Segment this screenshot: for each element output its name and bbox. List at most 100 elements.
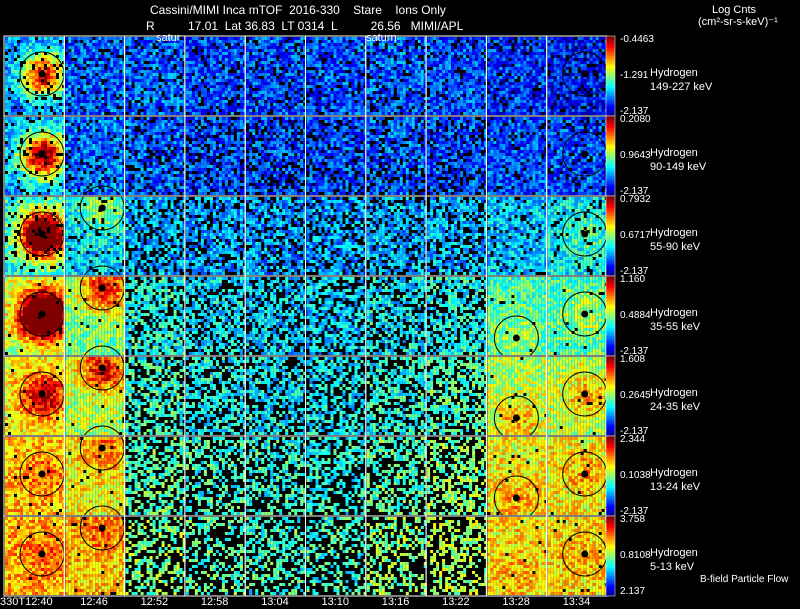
pixel-cell (490, 76, 493, 79)
pixel-cell (325, 103, 328, 106)
pixel-cell (433, 58, 436, 61)
pixel-cell (138, 82, 141, 85)
pixel-cell (478, 61, 481, 64)
pixel-cell (310, 70, 313, 73)
pixel-cell (17, 64, 20, 67)
pixel-cell (548, 106, 551, 109)
pixel-cell (68, 76, 71, 79)
pixel-cell (180, 88, 183, 91)
pixel-cell (147, 91, 150, 94)
pixel-cell (418, 88, 421, 91)
pixel-cell (388, 79, 391, 82)
pixel-cell (541, 49, 544, 52)
pixel-cell (219, 76, 222, 79)
pixel-cell (89, 61, 92, 64)
pixel-cell (162, 109, 165, 112)
pixel-cell (282, 70, 285, 73)
pixel-cell (409, 94, 412, 97)
pixel-cell (346, 82, 349, 85)
pixel-cell (11, 64, 14, 67)
pixel-cell (523, 58, 526, 61)
pixel-cell (150, 91, 153, 94)
pixel-cell (80, 52, 83, 55)
pixel-cell (177, 58, 180, 61)
pixel-cell (508, 55, 511, 58)
pixel-cell (11, 52, 14, 55)
pixel-cell (520, 88, 523, 91)
pixel-cell (222, 94, 225, 97)
pixel-cell (352, 46, 355, 49)
pixel-cell (273, 94, 276, 97)
pixel-cell (319, 106, 322, 109)
pixel-cell (331, 85, 334, 88)
pixel-cell (5, 186, 8, 189)
pixel-cell (20, 109, 23, 112)
pixel-cell (313, 82, 316, 85)
pixel-cell (11, 103, 14, 106)
pixel-cell (32, 123, 35, 126)
pixel-cell (355, 112, 358, 115)
pixel-cell (584, 91, 587, 94)
pixel-cell (267, 82, 270, 85)
pixel-cell (116, 88, 119, 91)
pixel-cell (367, 85, 370, 88)
pixel-cell (255, 91, 258, 94)
pixel-cell (59, 168, 62, 171)
pixel-cell (210, 49, 213, 52)
pixel-cell (400, 76, 403, 79)
pixel-cell (56, 156, 59, 159)
pixel-cell (68, 91, 71, 94)
pixel-cell (541, 40, 544, 43)
pixel-cell (282, 64, 285, 67)
pixel-cell (8, 109, 11, 112)
pixel-cell (496, 55, 499, 58)
pixel-cell (92, 112, 95, 115)
pixel-cell (373, 112, 376, 115)
pixel-cell (237, 109, 240, 112)
pixel-cell (195, 55, 198, 58)
pixel-cell (454, 61, 457, 64)
pixel-cell (535, 67, 538, 70)
pixel-cell (29, 180, 32, 183)
pixel-cell (56, 112, 59, 115)
pixel-cell (532, 55, 535, 58)
pixel-cell (132, 94, 135, 97)
pixel-cell (294, 67, 297, 70)
pixel-cell (168, 79, 171, 82)
pixel-cell (403, 43, 406, 46)
pixel-cell (430, 112, 433, 115)
pixel-cell (32, 49, 35, 52)
pixel-cell (279, 106, 282, 109)
pixel-cell (116, 58, 119, 61)
pixel-cell (548, 97, 551, 100)
pixel-cell (566, 82, 569, 85)
pixel-cell (126, 76, 129, 79)
pixel-cell (177, 109, 180, 112)
pixel-cell (569, 112, 572, 115)
pixel-cell (68, 58, 71, 61)
pixel-cell (535, 52, 538, 55)
pixel-cell (132, 43, 135, 46)
pixel-cell (388, 88, 391, 91)
pixel-cell (436, 103, 439, 106)
pixel-cell (204, 91, 207, 94)
pixel-cell (273, 64, 276, 67)
pixel-cell (466, 64, 469, 67)
pixel-cell (26, 67, 29, 70)
pixel-cell (44, 100, 47, 103)
pixel-cell (554, 91, 557, 94)
pixel-cell (463, 67, 466, 70)
pixel-cell (41, 147, 44, 150)
pixel-cell (17, 159, 20, 162)
pixel-cell (180, 52, 183, 55)
pixel-cell (225, 85, 228, 88)
pixel-cell (349, 37, 352, 40)
pixel-cell (557, 109, 560, 112)
pixel-cell (44, 49, 47, 52)
pixel-cell (231, 112, 234, 115)
pixel-cell (541, 76, 544, 79)
pixel-cell (20, 129, 23, 132)
pixel-cell (14, 147, 17, 150)
pixel-cell (222, 109, 225, 112)
pixel-cell (313, 103, 316, 106)
